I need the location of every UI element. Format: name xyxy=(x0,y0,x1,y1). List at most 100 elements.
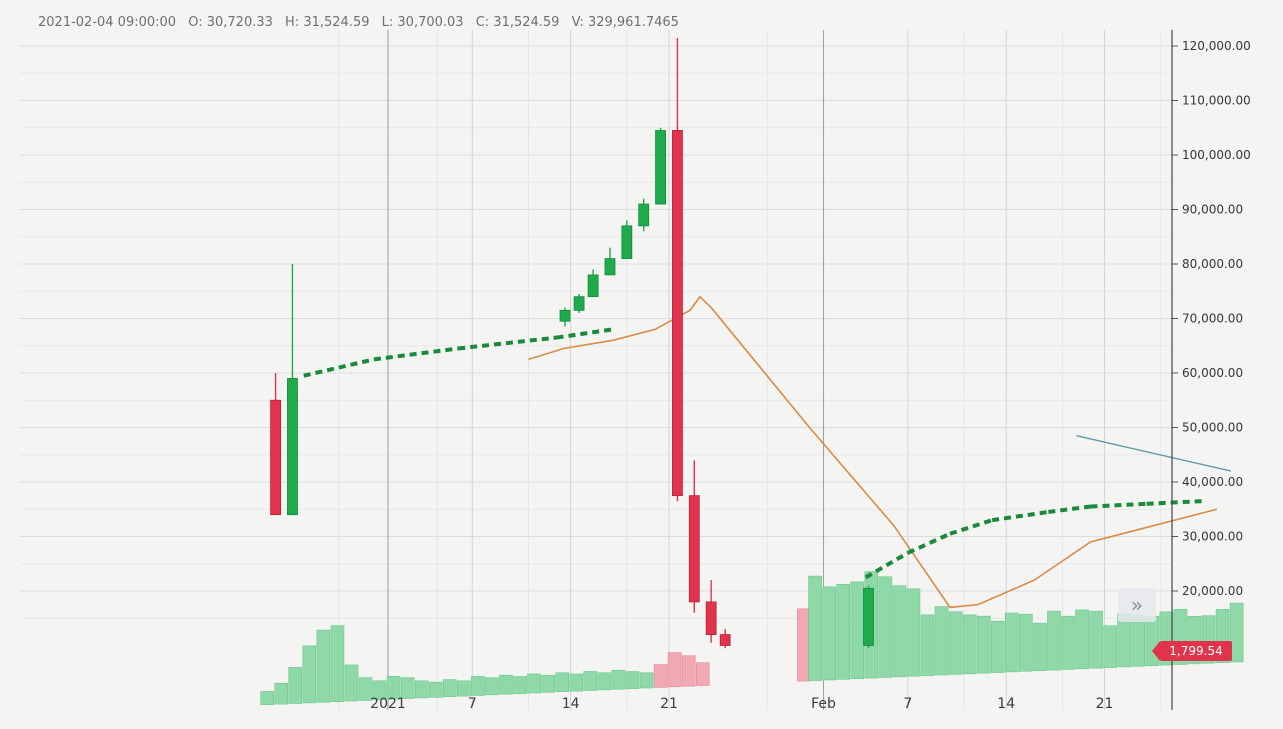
volume-bar xyxy=(330,625,345,702)
volume-bar xyxy=(414,680,429,699)
volume-bar xyxy=(597,672,612,691)
candle-up xyxy=(621,225,633,259)
volume-bar xyxy=(822,586,836,681)
volume-bar xyxy=(695,662,710,686)
ohlc-close: C: 31,524.59 xyxy=(475,15,560,30)
candle-down xyxy=(672,130,683,497)
dashed-average-line xyxy=(556,327,614,340)
volume-bar xyxy=(428,681,443,698)
last-price-value: 1,799.54 xyxy=(1169,644,1223,658)
trend-line xyxy=(1076,434,1232,472)
volume-bar xyxy=(344,664,359,702)
dashed-average-line xyxy=(949,518,993,536)
volume-bar xyxy=(934,606,949,676)
scroll-to-realtime-button[interactable]: » xyxy=(1118,588,1156,622)
dashed-average-line xyxy=(373,346,459,362)
volume-bar xyxy=(527,673,541,694)
ohlc-high: H: 31,524.59 xyxy=(285,15,370,30)
volume-bar xyxy=(962,614,977,675)
volume-bar xyxy=(1075,609,1089,670)
y-tick-label: 70,000.00 xyxy=(1182,312,1243,326)
volume-bar xyxy=(1047,610,1061,671)
candle-up xyxy=(287,378,298,516)
price-axis[interactable]: 20,000.00 30,000.00 40,000.00 50,000.00 60,0… xyxy=(1171,30,1251,710)
dashed-average-line xyxy=(303,357,375,378)
time-axis[interactable]: 2021 7 14 21 Feb 7 14 21 xyxy=(370,696,1113,712)
volume-bar xyxy=(681,655,696,687)
volume-bar xyxy=(808,575,822,681)
volume-bar xyxy=(471,676,485,696)
volume-bar xyxy=(316,629,331,703)
candle-down xyxy=(705,601,717,636)
x-tick-label: 7 xyxy=(468,696,477,712)
x-tick-label: 14 xyxy=(997,696,1015,712)
y-tick-label: 80,000.00 xyxy=(1182,257,1243,271)
y-tick-label: 20,000.00 xyxy=(1182,584,1243,598)
volume-bar xyxy=(513,676,527,694)
volume-bar xyxy=(948,611,963,675)
candle-up xyxy=(573,296,585,311)
volume-bar xyxy=(1019,613,1033,672)
volume-bar xyxy=(274,682,289,705)
dashed-average-line xyxy=(864,551,909,580)
volume-bar xyxy=(1005,612,1019,673)
indicator-lines xyxy=(303,295,1232,609)
x-tick-label: 21 xyxy=(660,696,678,712)
last-price-tag: 1,799.54 xyxy=(1152,641,1232,661)
y-tick-label: 110,000.00 xyxy=(1182,94,1251,108)
volume-bar xyxy=(653,664,668,688)
x-tick-label: Feb xyxy=(811,696,836,712)
y-tick-label: 30,000.00 xyxy=(1182,530,1243,544)
grid-lines xyxy=(20,30,1172,710)
dashed-average-line xyxy=(1146,499,1203,506)
volume-bar xyxy=(288,667,303,704)
ohlc-volume: V: 329,961.7465 xyxy=(571,15,679,30)
y-tick-label: 60,000.00 xyxy=(1182,366,1243,380)
candles xyxy=(270,37,874,649)
volume-bar xyxy=(920,614,935,676)
volume-bar xyxy=(302,645,317,704)
volume-bar xyxy=(443,679,457,697)
volume-bar xyxy=(1061,615,1075,670)
ohlc-low: L: 30,700.03 xyxy=(381,15,464,30)
volume-bar xyxy=(358,677,373,701)
volume-bar xyxy=(1131,614,1146,667)
volume-bar xyxy=(541,674,555,693)
x-tick-label: 2021 xyxy=(370,696,406,712)
candle-down xyxy=(688,495,700,603)
volume-bar xyxy=(1103,625,1117,668)
candle-up xyxy=(863,587,874,646)
volume-bar xyxy=(878,576,893,678)
x-tick-label: 7 xyxy=(903,696,912,712)
x-tick-label: 21 xyxy=(1096,696,1114,712)
volume-bar xyxy=(639,672,654,689)
volume-bar xyxy=(850,581,865,680)
y-tick-label: 40,000.00 xyxy=(1182,475,1243,489)
volume-bar xyxy=(485,677,499,696)
volume-bar xyxy=(1089,610,1103,669)
ohlc-datetime: 2021-02-04 09:00:00 xyxy=(38,15,177,30)
y-tick-label: 50,000.00 xyxy=(1182,421,1243,435)
moving-average-line xyxy=(528,295,1218,609)
volume-bar xyxy=(499,674,513,695)
dashed-average-line xyxy=(458,335,557,351)
x-tick-label: 14 xyxy=(562,696,580,712)
volume-bar xyxy=(836,584,851,680)
candle-up xyxy=(587,274,599,298)
volume-bar xyxy=(1033,622,1047,671)
volume-bar xyxy=(555,672,570,693)
volume-bar xyxy=(990,620,1005,673)
volume-bar xyxy=(569,673,584,692)
y-tick-label: 100,000.00 xyxy=(1182,148,1251,162)
candle-up xyxy=(655,130,666,205)
volume-bar xyxy=(400,677,415,699)
volume-bar xyxy=(667,652,682,688)
volume-bar xyxy=(260,691,274,706)
volume-bar xyxy=(625,671,640,689)
chevron-double-right-icon: » xyxy=(1130,593,1144,617)
dashed-average-line xyxy=(907,531,951,555)
candle-down xyxy=(270,399,282,516)
volume-bar xyxy=(372,680,387,701)
